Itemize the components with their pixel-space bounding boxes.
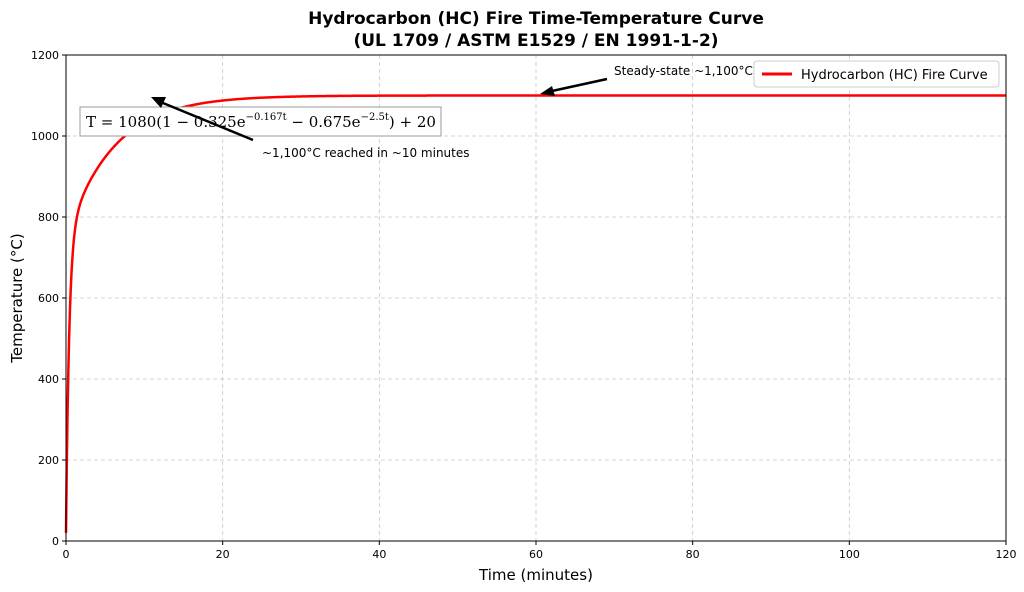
x-tick-label: 120 [996, 548, 1017, 561]
chart-title: Hydrocarbon (HC) Fire Time-Temperature C… [308, 9, 764, 29]
annotation-steady-state: Steady-state ~1,100°C [540, 64, 753, 96]
formula-frame [79, 106, 442, 137]
formula-text: T = 1080(1 − 0.325e−0.167t − 0.675e−2.5t… [86, 112, 436, 131]
y-tick-label: 400 [38, 373, 59, 386]
y-tick-label: 1200 [31, 49, 59, 62]
legend-label: Hydrocarbon (HC) Fire Curve [801, 68, 988, 83]
y-tick-label: 600 [38, 292, 59, 305]
formula-exp1: −0.167t [246, 112, 287, 123]
x-tick-label: 100 [839, 548, 860, 561]
x-tick-label: 0 [63, 548, 70, 561]
annotation-arrow-shaft [551, 77, 608, 93]
legend: Hydrocarbon (HC) Fire Curve [753, 60, 1000, 88]
y-tick-label: 800 [38, 211, 59, 224]
formula-rhs: ) + 20 [389, 113, 436, 131]
annotation-arrowhead [540, 86, 555, 96]
legend-frame [753, 60, 1000, 88]
x-tick-label: 80 [686, 548, 700, 561]
formula-lhs: T = 1080(1 − 0.325e [86, 113, 246, 131]
annotation-reach-time-label: ~1,100°C reached in ~10 minutes [262, 146, 470, 160]
x-tick-label: 20 [216, 548, 230, 561]
y-tick-label: 0 [52, 535, 59, 548]
formula-box: T = 1080(1 − 0.325e−0.167t − 0.675e−2.5t… [79, 106, 442, 137]
annotation-arrowhead [151, 97, 166, 108]
annotation-reach-time: ~1,100°C reached in ~10 minutes [151, 97, 470, 160]
chart-subtitle: (UL 1709 / ASTM E1529 / EN 1991-1-2) [353, 31, 718, 51]
formula-mid: − 0.675e [287, 113, 361, 131]
x-tick-label: 40 [372, 548, 386, 561]
x-axis-label: Time (minutes) [478, 566, 593, 584]
y-tick-label: 1000 [31, 130, 59, 143]
annotation-steady-state-label: Steady-state ~1,100°C [614, 64, 753, 78]
x-tick-label: 60 [529, 548, 543, 561]
series-group [64, 94, 1007, 533]
y-tick-label: 200 [38, 454, 59, 467]
series-line [64, 94, 1007, 533]
annotation-arrow-shaft [162, 101, 254, 142]
y-axis-label: Temperature (°C) [8, 233, 26, 363]
formula-exp2: −2.5t [361, 112, 389, 123]
